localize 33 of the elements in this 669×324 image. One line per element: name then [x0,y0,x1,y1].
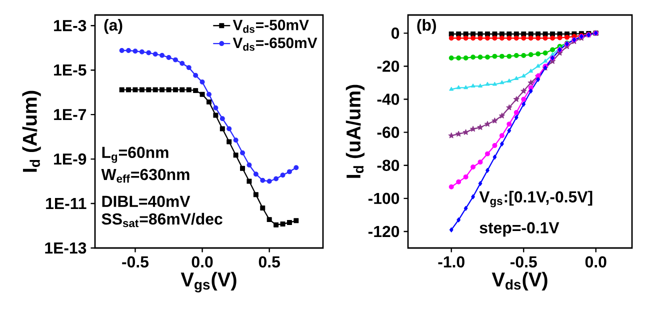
legend-label: V$_{ds}$=-650mV [232,38,318,51]
annotation: (a) [104,19,122,34]
x-tick-label: -0.5 [122,256,149,268]
annotation: (b) [417,19,436,34]
annotation: L$_{g}$=60nm [102,146,168,163]
x-tick-label: -1.0 [438,256,464,268]
x-tick-label: 0.0 [585,256,606,268]
x-axis-title: V$_{gs}$(V) [180,272,236,292]
y-tick-label: -120 [368,226,400,238]
y-tick-label: 0 [391,28,400,39]
annotation: DIBL=40mV [102,196,190,208]
y-tick-label: -20 [377,60,400,72]
y-tick-label: -80 [377,160,400,172]
annotation: V$_{gs}$:[0.1V,-0.5V] [479,190,592,208]
y-tick-label: 1E-9 [54,153,86,165]
x-tick-label: -0.5 [510,256,537,268]
y-tick-label: -40 [377,94,400,105]
y-axis-title: I$_{d}$ (uA/um) [346,84,364,178]
x-axis-title: V$_{ds}$(V) [492,272,548,290]
annotation: SS$_{sat}$=86mV/dec [102,212,222,228]
y-tick-label: 1E-7 [54,109,86,120]
y-tick-label: 1E-3 [54,20,86,32]
annotation: W$_{eff}$=630nm [101,168,190,183]
x-tick-label: 0.0 [192,256,213,268]
x-tick-label: 0.5 [258,256,280,268]
y-axis-title: I$_{d}$ (A/um) [22,90,41,172]
y-tick-label: 1E-13 [45,242,86,254]
y-tick-label: 1E-5 [54,64,86,76]
y-tick-label: -60 [377,126,400,138]
annotation: step=-0.1V [480,222,560,237]
y-tick-label: 1E-11 [46,198,86,210]
y-tick-label: -100 [368,192,400,204]
legend-label: V$_{ds}$=-50mV [232,20,309,33]
